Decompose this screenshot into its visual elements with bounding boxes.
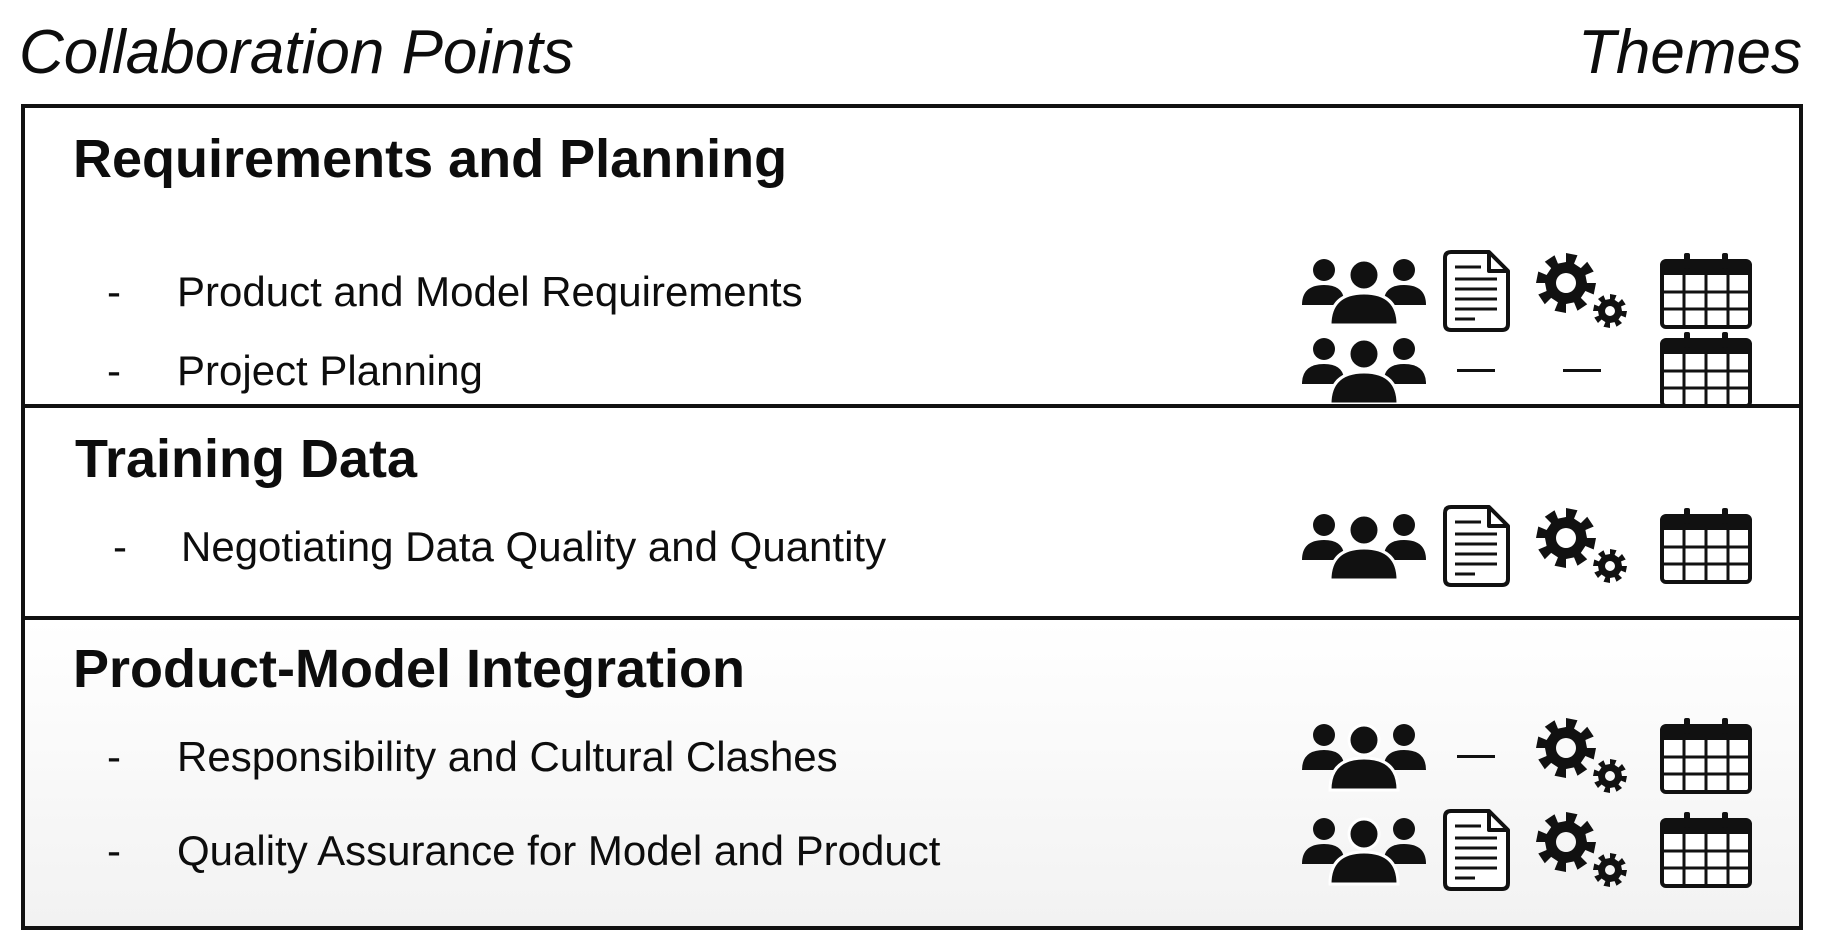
- item-label: Product and Model Requirements: [177, 268, 803, 315]
- document-icon: [1440, 250, 1512, 332]
- calendar-icon: [1658, 716, 1754, 796]
- document-icon: [1440, 505, 1512, 587]
- bullet-dash: -: [113, 523, 127, 570]
- bullet-dash: -: [107, 347, 121, 394]
- item-label: Responsibility and Cultural Clashes: [177, 733, 838, 780]
- gears-icon: [1532, 810, 1632, 890]
- people-group-icon: [1300, 506, 1428, 586]
- list-item: - Project Planning: [25, 330, 1799, 410]
- section-training-data: Training Data - Negotiating Data Quality…: [25, 404, 1799, 616]
- item-label: Quality Assurance for Model and Product: [177, 827, 941, 874]
- list-item: - Product and Model Requirements: [25, 250, 1800, 332]
- section-product-model-integration: Product-Model Integration - Responsibili…: [25, 616, 1799, 926]
- people-group-icon: [1300, 810, 1428, 890]
- section-title: Requirements and Planning: [73, 129, 788, 189]
- themes-heading: Themes: [1578, 18, 1802, 87]
- theme-icons: [1300, 716, 1800, 796]
- dash-icon: [1440, 716, 1512, 796]
- section-title: Product-Model Integration: [73, 639, 745, 699]
- section-title: Training Data: [75, 429, 418, 489]
- theme-icons: [1300, 505, 1800, 587]
- item-label: Project Planning: [177, 347, 483, 394]
- document-icon: [1440, 809, 1512, 891]
- theme-icons: [1300, 809, 1800, 891]
- gears-icon: [1532, 506, 1632, 586]
- calendar-icon: [1658, 330, 1754, 410]
- collaboration-table: Requirements and Planning - Product and …: [21, 104, 1803, 930]
- gears-icon: [1532, 716, 1632, 796]
- calendar-icon: [1658, 810, 1754, 890]
- dash-icon: [1532, 330, 1632, 410]
- theme-icons: [1300, 250, 1800, 332]
- list-item: - Quality Assurance for Model and Produc…: [25, 809, 1800, 891]
- theme-icons: [1300, 330, 1800, 410]
- collaboration-points-heading: Collaboration Points: [19, 18, 574, 87]
- section-requirements-and-planning: Requirements and Planning - Product and …: [25, 108, 1800, 408]
- list-item: - Negotiating Data Quality and Quantity: [25, 505, 1800, 587]
- bullet-dash: -: [107, 733, 121, 780]
- people-group-icon: [1300, 330, 1428, 410]
- calendar-icon: [1658, 251, 1754, 331]
- item-label: Negotiating Data Quality and Quantity: [181, 523, 887, 570]
- people-group-icon: [1300, 716, 1428, 796]
- dash-icon: [1440, 330, 1512, 410]
- bullet-dash: -: [107, 268, 121, 315]
- calendar-icon: [1658, 506, 1754, 586]
- list-item: - Responsibility and Cultural Clashes: [25, 716, 1799, 796]
- gears-icon: [1532, 251, 1632, 331]
- bullet-dash: -: [107, 827, 121, 874]
- people-group-icon: [1300, 251, 1428, 331]
